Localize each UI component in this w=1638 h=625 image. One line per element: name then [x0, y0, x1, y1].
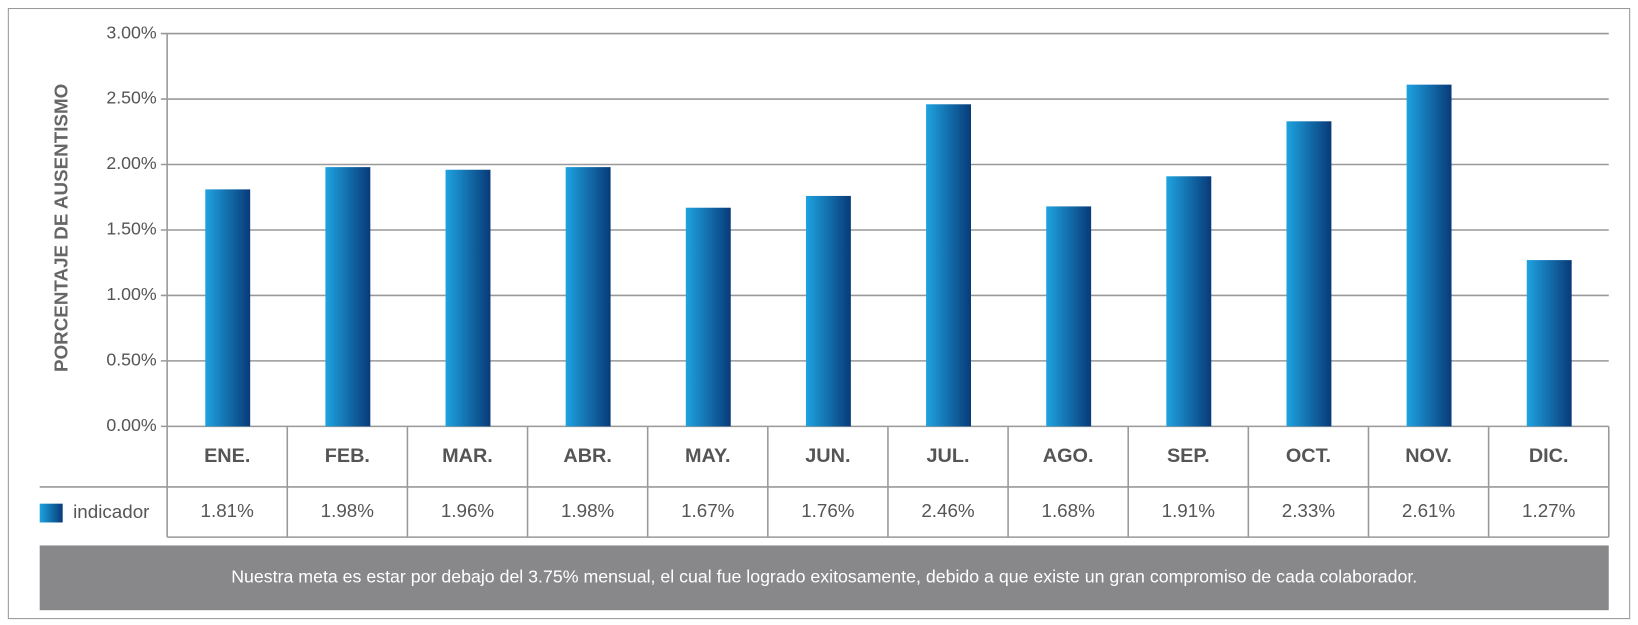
bar: [1286, 121, 1332, 427]
x-tick-label: NOV.: [1405, 445, 1452, 467]
value-cell: 1.91%: [1162, 500, 1216, 521]
bar: [325, 167, 371, 427]
y-tick-label: 3.00%: [106, 22, 157, 42]
x-tick-label: MAY.: [685, 445, 731, 467]
value-cell: 2.46%: [921, 500, 975, 521]
bar: [685, 207, 731, 427]
y-tick-label: 1.50%: [106, 219, 157, 239]
y-axis-label: PORCENTAJE DE AUSENTISMO: [51, 84, 72, 372]
bar: [805, 195, 851, 427]
y-tick-label: 1.00%: [106, 284, 157, 304]
y-tick-label: 2.00%: [106, 153, 157, 173]
bar: [1046, 206, 1092, 427]
x-tick-label: AGO.: [1043, 445, 1094, 467]
legend-swatch: [39, 503, 63, 523]
note-box: [39, 545, 1609, 611]
value-cell: 1.96%: [441, 500, 495, 521]
note: Nuestra meta es estar por debajo del 3.7…: [231, 567, 1417, 587]
value-cell: 1.27%: [1522, 500, 1576, 521]
y-tick-label: 2.50%: [106, 88, 157, 108]
bar: [1166, 176, 1212, 427]
value-cell: 2.33%: [1282, 500, 1336, 521]
bar: [1526, 260, 1572, 427]
x-tick-label: FEB.: [325, 445, 370, 467]
bar: [205, 189, 251, 427]
x-tick-label: JUN.: [805, 445, 850, 467]
bar: [926, 104, 971, 427]
value-cell: 1.81%: [201, 500, 255, 521]
x-tick-label: MAR.: [442, 445, 493, 467]
value-cell: 2.61%: [1402, 500, 1456, 521]
x-tick-label: DIC.: [1529, 445, 1569, 467]
frame: [7, 7, 1631, 620]
x-tick-label: JUL.: [927, 445, 970, 467]
bar: [445, 169, 491, 427]
y-tick-label: 0.50%: [106, 350, 157, 370]
value-cell: 1.76%: [801, 500, 855, 521]
legend-label: indicador: [73, 501, 149, 522]
x-tick-label: OCT.: [1286, 445, 1331, 467]
bar: [565, 167, 611, 427]
y-tick-label: 0.00%: [106, 415, 157, 435]
value-cell: 1.98%: [561, 500, 615, 521]
bar: [1406, 84, 1452, 427]
value-cell: 1.67%: [681, 500, 735, 521]
value-cell: 1.98%: [321, 500, 375, 521]
x-tick-label: ABR.: [563, 445, 611, 467]
x-tick-label: ENE.: [204, 445, 250, 467]
value-cell: 1.68%: [1041, 500, 1095, 521]
x-tick-label: SEP.: [1167, 445, 1210, 467]
